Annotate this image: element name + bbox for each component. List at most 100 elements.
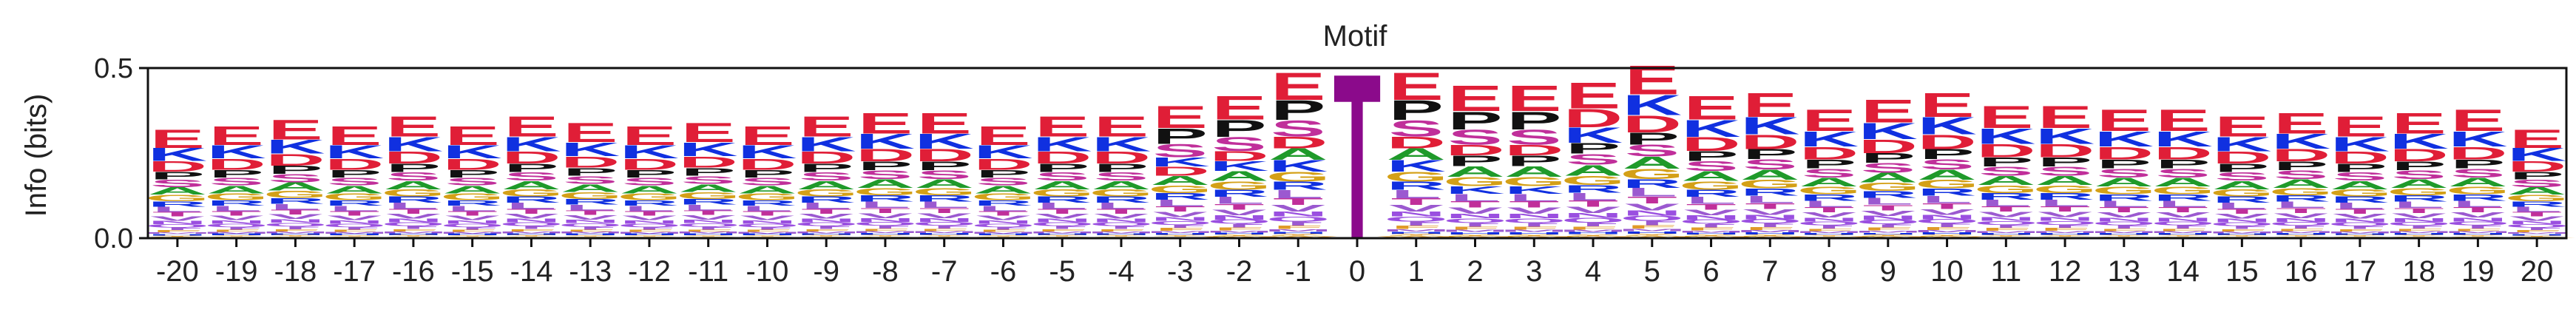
logo-glyph-N: N [1268,210,1328,217]
logo-glyph-E: E [1919,86,1974,124]
logo-glyph-N: N [1859,214,1918,221]
logo-glyph-H: H [1623,231,1682,234]
logo-glyph-L: L [1745,194,1795,205]
logo-glyph-T: T [2512,211,2562,217]
logo-glyph-C: C [384,236,443,237]
logo-glyph-R: R [2271,194,2330,203]
logo-glyph-H: H [207,233,266,236]
logo-glyph-L: L [1509,192,1559,203]
logo-glyph-V: V [2156,211,2211,219]
logo-glyph-R: R [1092,195,1151,204]
logo-glyph-I: I [1051,225,1074,229]
logo-glyph-M: M [1913,229,1981,233]
logo-glyph-Q: Q [1679,218,1742,225]
logo-glyph-V: V [2509,215,2565,222]
logo-glyph-L: L [1155,198,1206,209]
logo-glyph-F: F [1804,228,1854,232]
logo-glyph-T: T [919,206,970,214]
logo-glyph-Q: Q [558,222,622,227]
logo-glyph-N: N [148,220,207,225]
logo-glyph-Q: Q [1266,215,1330,223]
logo-glyph-K: K [620,142,679,163]
logo-glyph-P: P [2097,157,2151,171]
logo-glyph-F: F [860,228,910,232]
logo-glyph-P: P [445,168,500,180]
logo-glyph-Q: Q [146,223,209,229]
logo-glyph-K: K [2271,130,2330,153]
logo-glyph-N: N [2330,217,2390,223]
logo-glyph-G: G [263,189,327,200]
logo-glyph-I: I [2348,225,2371,229]
logo-glyph-L: L [2394,200,2444,209]
logo-glyph-R: R [1917,186,1976,197]
logo-glyph-Q: Q [382,221,445,227]
logo-glyph-R: R [2035,192,2095,202]
logo-glyph-Y: Y [917,234,972,237]
logo-glyph-E: E [1035,110,1089,143]
logo-glyph-G: G [2210,187,2274,199]
logo-glyph-P: P [2509,170,2564,182]
logo-glyph-D: D [501,148,561,167]
logo-glyph-A: A [679,182,738,195]
logo-glyph-L: L [978,204,1029,213]
logo-glyph-L: L [506,201,556,211]
logo-glyph-L: L [329,204,379,213]
logo-glyph-H: H [266,233,325,236]
logo-glyph-A: A [1681,169,1740,184]
logo-glyph-Q: Q [853,221,917,227]
logo-glyph-P: P [1742,146,1797,162]
logo-glyph-A: A [2448,175,2507,189]
logo-glyph-A: A [1032,178,1092,192]
logo-glyph-K: K [2389,130,2448,153]
logo-glyph-P: P [209,168,264,180]
logo-glyph-I: I [284,226,307,230]
logo-glyph-L: L [1686,195,1737,206]
logo-glyph-M: M [910,231,978,234]
logo-glyph-S: S [445,175,500,188]
logo-glyph-V: V [681,214,737,221]
logo-glyph-D: D [2095,143,2154,163]
logo-glyph-E: E [150,125,205,154]
logo-glyph-V: V [1802,211,1857,219]
logo-glyph-M: M [1500,229,1569,233]
logo-glyph-G: G [1502,175,1566,189]
logo-glyph-D: D [1504,142,1563,158]
logo-glyph-K: K [2035,124,2095,149]
logo-glyph-I: I [1936,223,1958,229]
logo-glyph-R: R [443,198,502,207]
logo-glyph-Q: Q [2033,220,2097,226]
logo-glyph-C: C [266,236,325,237]
x-tick-label: 1 [1408,255,1424,288]
logo-glyph-M: M [1441,229,1510,233]
logo-glyph-P: P [268,163,322,177]
logo-glyph-F: F [1037,229,1087,232]
logo-glyph-Q: Q [1561,217,1625,224]
logo-glyph-H: H [1799,232,1859,235]
logo-glyph-F: F [1981,228,2031,232]
logo-glyph-M: M [615,232,684,234]
x-tick-label: 3 [1526,255,1542,288]
logo-glyph-T: T [506,208,556,215]
logo-glyph-L: L [1273,188,1323,201]
logo-glyph-C: C [2389,236,2448,237]
logo-glyph-N: N [206,220,266,225]
logo-glyph-I: I [1169,224,1191,229]
logo-glyph-L: L [2217,201,2267,211]
logo-glyph-A: A [2095,175,2154,189]
logo-glyph-D: D [1799,143,1859,163]
logo-glyph-N: N [2153,217,2212,223]
logo-glyph-H: H [2507,234,2566,236]
logo-glyph-P: P [1389,95,1444,126]
logo-glyph-V: V [2214,212,2270,220]
logo-glyph-M: M [2090,231,2159,234]
logo-glyph-T: T [152,211,203,217]
logo-glyph-R: R [1032,195,1092,204]
logo-glyph-I: I [1228,223,1251,228]
logo-glyph-L: L [1037,201,1087,211]
logo-glyph-D: D [2212,148,2271,167]
logo-glyph-A: A [148,185,207,197]
x-tick-label: -13 [569,255,612,288]
logo-glyph-A: A [2389,177,2448,191]
x-tick-label: 10 [1930,255,1964,288]
logo-glyph-Y: Y [1742,234,1797,237]
